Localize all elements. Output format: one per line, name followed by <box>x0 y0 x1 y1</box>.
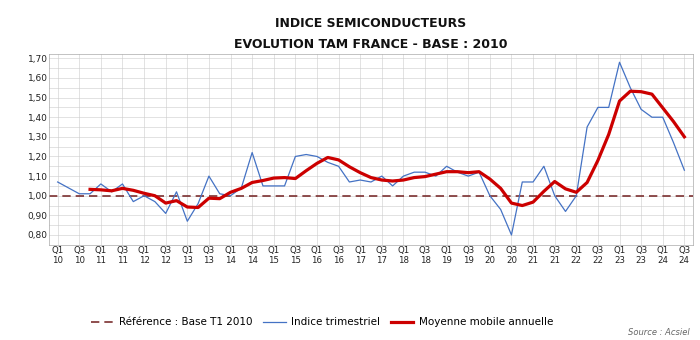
Text: Source : Acsiel: Source : Acsiel <box>628 328 690 337</box>
Text: INDICE SEMICONDUCTEURS: INDICE SEMICONDUCTEURS <box>275 17 467 30</box>
Legend: Référence : Base T1 2010, Indice trimestriel, Moyenne mobile annuelle: Référence : Base T1 2010, Indice trimest… <box>87 313 557 331</box>
Text: EVOLUTION TAM FRANCE - BASE : 2010: EVOLUTION TAM FRANCE - BASE : 2010 <box>234 38 507 51</box>
